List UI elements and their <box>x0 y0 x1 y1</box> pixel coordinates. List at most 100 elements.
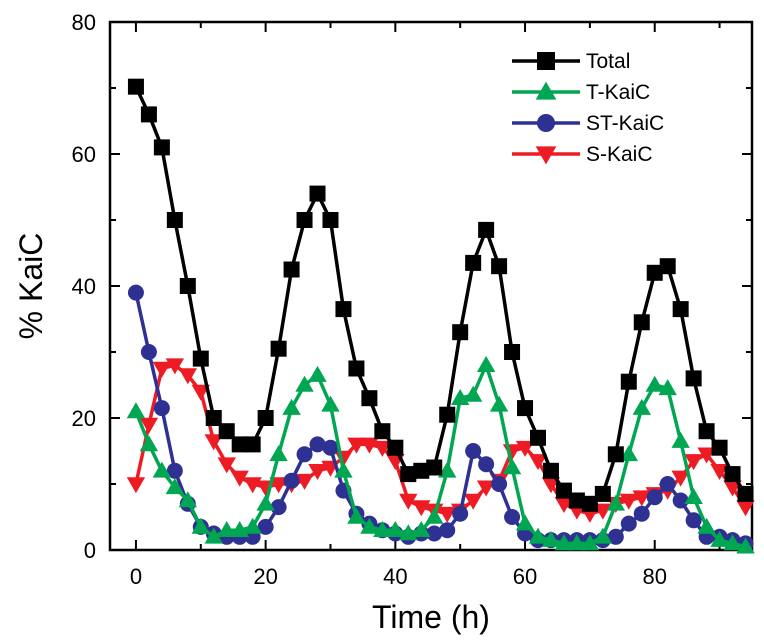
data-point <box>633 505 650 522</box>
x-tick-label: 80 <box>642 564 666 589</box>
data-point <box>269 477 288 494</box>
x-axis-title: Time (h) <box>372 599 490 635</box>
legend-entry: Total <box>512 50 630 73</box>
series-layer <box>126 78 755 554</box>
data-point <box>257 410 274 426</box>
data-point <box>283 261 300 278</box>
data-point <box>425 507 444 524</box>
data-point <box>620 373 637 390</box>
data-point <box>438 506 457 523</box>
data-point <box>308 464 327 480</box>
data-point <box>126 477 146 494</box>
data-point <box>671 470 690 487</box>
legend-label: ST-KaiC <box>586 112 664 135</box>
data-point <box>374 423 391 440</box>
data-point <box>580 534 600 551</box>
data-point <box>204 434 223 451</box>
data-point <box>593 527 613 544</box>
data-point <box>684 454 703 471</box>
data-point <box>528 527 548 544</box>
y-tick-label: 60 <box>72 142 96 167</box>
data-point <box>205 410 222 426</box>
data-point <box>283 472 300 489</box>
data-point <box>140 344 157 360</box>
data-point <box>463 493 483 510</box>
data-point <box>646 489 663 506</box>
data-point <box>723 480 742 497</box>
data-point <box>269 445 288 462</box>
data-point <box>127 284 144 301</box>
data-point <box>373 440 392 457</box>
data-point <box>542 462 559 479</box>
data-point <box>465 254 482 271</box>
data-point <box>568 492 585 509</box>
data-point <box>139 417 159 434</box>
data-point <box>308 365 327 382</box>
data-point <box>166 212 183 228</box>
data-point <box>476 480 496 497</box>
data-point <box>438 461 457 478</box>
data-point <box>710 530 729 547</box>
data-point <box>360 517 379 534</box>
legend-marker <box>535 146 557 165</box>
data-point <box>607 446 624 463</box>
x-tick-label: 60 <box>513 564 537 589</box>
data-point <box>152 361 172 378</box>
data-point <box>179 278 196 294</box>
data-point <box>555 482 572 499</box>
data-point <box>606 494 626 511</box>
data-point <box>257 518 274 535</box>
data-point <box>295 375 314 392</box>
data-point <box>348 360 365 377</box>
y-axis-title: % KaiC <box>13 233 49 340</box>
data-point <box>515 440 535 457</box>
data-point <box>309 436 326 453</box>
data-point <box>465 443 482 459</box>
data-point <box>581 495 598 512</box>
data-point <box>270 340 287 357</box>
data-point <box>322 212 339 228</box>
data-point <box>218 423 235 440</box>
data-point <box>504 509 521 525</box>
series-line <box>134 85 747 506</box>
data-point <box>619 493 638 510</box>
data-point <box>672 301 689 318</box>
data-point <box>463 385 483 402</box>
data-point <box>165 358 185 375</box>
data-point <box>140 106 157 123</box>
data-point <box>412 521 431 537</box>
data-point <box>230 470 249 487</box>
data-point <box>554 497 574 513</box>
series-total <box>127 78 754 512</box>
data-point <box>515 514 535 531</box>
data-point <box>309 185 326 202</box>
data-point <box>530 429 546 446</box>
data-point <box>139 435 159 452</box>
data-point <box>217 521 236 537</box>
legend-marker <box>537 52 555 70</box>
data-point <box>646 264 663 281</box>
legend-label: Total <box>586 50 630 73</box>
data-point <box>322 439 339 456</box>
data-point <box>256 494 275 511</box>
data-point <box>373 521 392 537</box>
data-point <box>386 521 405 537</box>
data-point <box>400 466 417 483</box>
legend-marker <box>535 81 557 100</box>
data-point <box>489 395 509 412</box>
data-point <box>426 525 443 542</box>
data-point <box>504 344 521 360</box>
data-point <box>697 517 716 534</box>
data-point <box>270 499 287 516</box>
data-point <box>426 459 443 476</box>
data-point <box>607 528 624 545</box>
data-point <box>554 534 574 551</box>
data-point <box>178 368 198 385</box>
y-tick-label: 80 <box>72 10 96 35</box>
data-point <box>541 477 561 494</box>
data-point <box>452 505 469 522</box>
data-point <box>737 485 754 502</box>
legend: Total T-KaiC ST-KaiC S-KaiC <box>512 50 664 166</box>
data-point <box>685 370 702 387</box>
